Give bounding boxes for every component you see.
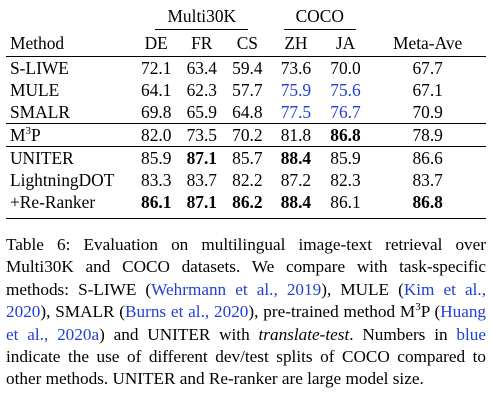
value-cell: 75.9 [280, 80, 312, 100]
method-cell: SMALR [10, 102, 70, 122]
value-cell: 87.2 [280, 170, 312, 190]
column-header-row: Method DE FR CS ZH JA Meta-Ave [6, 30, 486, 57]
value-cell: 67.1 [412, 80, 443, 100]
blue-word: blue [456, 324, 486, 344]
col-header-cs: CS [236, 33, 258, 53]
value-cell: 62.3 [186, 80, 217, 100]
value-cell: 64.8 [232, 102, 263, 122]
value-cell: 64.1 [141, 80, 172, 100]
col-header-fr: FR [191, 33, 213, 53]
table-row: LightningDOT 83.3 83.7 82.2 87.2 82.3 83… [6, 169, 486, 191]
table-row: SMALR 69.8 65.9 64.8 77.5 76.7 70.9 [6, 101, 486, 124]
table-row: UNITER 85.9 87.1 85.7 88.4 85.9 86.6 [6, 146, 486, 169]
table-caption: Table 6: Evaluation on multilingual imag… [6, 235, 487, 389]
value-cell: 59.4 [224, 56, 271, 79]
citation-link[interactable]: Wehrmann et al., 2019 [151, 279, 322, 299]
value-cell: 88.4 [270, 146, 322, 169]
value-cell: 82.3 [330, 170, 361, 190]
value-cell: 82.0 [133, 123, 179, 147]
table-bottom-rule [6, 218, 486, 220]
citation-link[interactable]: Burns et al., 2020 [125, 302, 249, 322]
value-cell: 83.7 [412, 170, 443, 190]
col-header-meta-ave: Meta-Ave [393, 33, 463, 53]
value-cell: 85.7 [224, 146, 271, 169]
method-cell: LightningDOT [10, 170, 115, 190]
method-cell: +Re-Ranker [10, 192, 96, 212]
results-table: Multi30K COCO Method DE FR CS ZH JA Meta… [6, 0, 486, 213]
value-cell: 70.2 [224, 123, 271, 147]
value-cell: 86.8 [321, 123, 370, 147]
value-cell: 82.2 [232, 170, 263, 190]
value-cell: 75.6 [330, 80, 361, 100]
coco-group-header: COCO [270, 0, 369, 30]
value-cell: 77.5 [280, 102, 312, 122]
method-cell: S-LIWE [6, 56, 134, 79]
col-header-zh: ZH [284, 33, 308, 53]
col-header-de: DE [144, 33, 168, 53]
table-row: MULE 64.1 62.3 57.7 75.9 75.6 67.1 [6, 79, 486, 101]
value-cell: 70.0 [321, 56, 370, 79]
col-header-ja: JA [335, 33, 356, 53]
value-cell: 63.4 [179, 56, 225, 79]
value-cell: 67.7 [369, 56, 486, 79]
value-cell: 73.5 [179, 123, 225, 147]
value-cell: 70.9 [412, 102, 443, 122]
value-cell: 86.8 [412, 192, 443, 212]
value-cell: 81.8 [270, 123, 322, 147]
value-cell: 72.1 [133, 56, 179, 79]
group-header-row: Multi30K COCO [6, 0, 486, 30]
value-cell: 76.7 [330, 102, 361, 122]
value-cell: 86.6 [369, 146, 486, 169]
value-cell: 87.1 [186, 192, 217, 212]
citation-link[interactable]: Kim et al., 2020 [6, 279, 487, 322]
value-cell: 73.6 [270, 56, 322, 79]
value-cell: 69.8 [141, 102, 172, 122]
method-cell: UNITER [6, 146, 134, 169]
multi30k-group-header: Multi30K [133, 0, 270, 30]
method-cell: M3P [6, 123, 134, 147]
method-cell: MULE [10, 80, 60, 100]
value-cell: 65.9 [186, 102, 217, 122]
table-row: M3P 82.0 73.5 70.2 81.8 86.8 78.9 [6, 123, 486, 147]
table-row: +Re-Ranker 86.1 87.1 86.2 88.4 86.1 86.8 [6, 191, 486, 213]
value-cell: 83.3 [141, 170, 172, 190]
value-cell: 86.2 [232, 192, 263, 212]
value-cell: 57.7 [232, 80, 263, 100]
value-cell: 85.9 [321, 146, 370, 169]
table-row: S-LIWE 72.1 63.4 59.4 73.6 70.0 67.7 [6, 56, 486, 79]
results-table-container: Multi30K COCO Method DE FR CS ZH JA Meta… [6, 0, 486, 213]
value-cell: 85.9 [133, 146, 179, 169]
value-cell: 83.7 [186, 170, 217, 190]
value-cell: 86.1 [141, 192, 172, 212]
col-header-method: Method [10, 33, 65, 53]
value-cell: 78.9 [369, 123, 486, 147]
citation-link[interactable]: Huang et al., 2020a [6, 302, 487, 344]
value-cell: 86.1 [330, 192, 361, 212]
value-cell: 88.4 [280, 192, 312, 212]
value-cell: 87.1 [179, 146, 225, 169]
